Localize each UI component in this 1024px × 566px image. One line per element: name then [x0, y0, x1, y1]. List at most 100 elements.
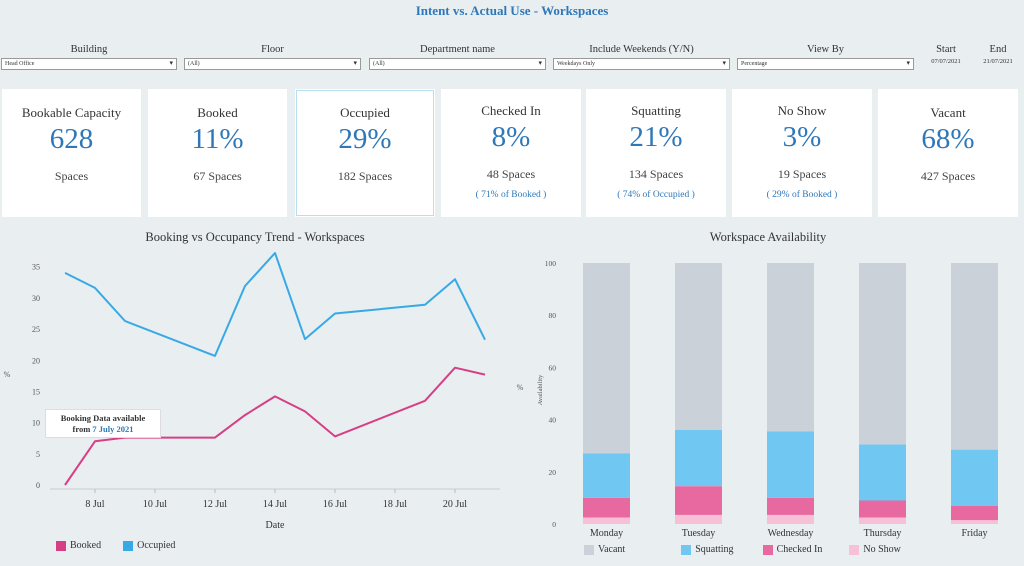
floor-select-value: (All)	[188, 61, 200, 67]
start-date[interactable]: Start 07/07/2021	[920, 44, 972, 65]
bar-segment-squatting	[583, 453, 630, 498]
chevron-down-icon[interactable]: ▾	[906, 59, 910, 67]
weekends-filter[interactable]: Include Weekends (Y/N) Weekdays Only ▾	[553, 44, 730, 70]
view-by-filter[interactable]: View By Percentage ▾	[737, 44, 914, 70]
view-by-filter-label: View By	[807, 44, 844, 55]
view-by-select-value: Percentage	[741, 61, 768, 67]
kpi-sub: 67 Spaces	[193, 169, 242, 183]
kpi-card-occupied[interactable]: Occupied 29% 182 Spaces	[295, 89, 435, 217]
chevron-down-icon[interactable]: ▾	[538, 59, 542, 67]
x-tick-label: Friday	[961, 528, 987, 539]
kpi-title: Occupied	[340, 105, 390, 120]
legend-swatch-squatting	[681, 544, 692, 555]
legend-item-checked-in[interactable]: Checked In	[762, 544, 823, 555]
chevron-down-icon[interactable]: ▾	[169, 59, 173, 67]
legend-swatch-checked-in	[762, 544, 773, 555]
annotation-line2: from 7 July 2021	[46, 424, 160, 435]
y-tick-label: 5	[36, 450, 40, 459]
building-select-value: Head Office	[5, 61, 35, 67]
y-tick-label: 60	[549, 363, 557, 372]
end-date-value[interactable]: 21/07/2021	[983, 58, 1013, 65]
trend-chart-title: Booking vs Occupancy Trend - Workspaces	[145, 230, 365, 244]
floor-select[interactable]: (All) ▾	[184, 58, 361, 70]
start-date-label: Start	[936, 44, 956, 55]
bar-segment-checked-in	[951, 505, 998, 521]
trend-legend: Booked Occupied	[56, 540, 197, 551]
end-date[interactable]: End 21/07/2021	[974, 44, 1022, 65]
weekends-filter-label: Include Weekends (Y/N)	[589, 44, 694, 55]
x-tick-label: 8 Jul	[85, 499, 104, 510]
kpi-sub: 134 Spaces	[628, 167, 684, 181]
weekends-select[interactable]: Weekdays Only ▾	[553, 58, 730, 70]
kpi-title: Bookable Capacity	[21, 105, 122, 120]
legend-label-no-show: No Show	[863, 544, 901, 555]
kpi-card-no-show[interactable]: No Show 3% 19 Spaces ( 29% of Booked )	[732, 89, 872, 217]
building-filter[interactable]: Building Head Office ▾	[1, 44, 177, 70]
annotation-date: 7 July 2021	[92, 424, 134, 434]
x-tick-label: Thursday	[864, 528, 902, 539]
start-date-value[interactable]: 07/07/2021	[931, 58, 961, 65]
y-tick-label: 20	[549, 468, 557, 477]
x-tick-label: 20 Jul	[443, 499, 467, 510]
floor-filter[interactable]: Floor (All) ▾	[184, 44, 361, 70]
trend-line-chart[interactable]: 0 5 10 15 20 25 30 35 8 Jul 10 Jul 12 Jul 14 Jul 16 …	[0, 248, 510, 548]
chevron-down-icon[interactable]: ▾	[353, 59, 357, 67]
y-tick-label: 0	[36, 481, 40, 490]
y-tick-label: 15	[32, 387, 40, 396]
kpi-card-booked[interactable]: Booked 11% 67 Spaces	[148, 89, 287, 217]
bar-segment-squatting	[675, 430, 722, 487]
legend-item-occupied[interactable]: Occupied	[123, 540, 175, 551]
y-tick-label: 25	[32, 325, 40, 334]
legend-label-checked-in: Checked In	[776, 544, 823, 555]
x-tick-label: 16 Jul	[323, 499, 347, 510]
y-tick-label: 100	[545, 259, 557, 268]
availability-legend: Vacant Squatting Checked In No Show	[584, 544, 923, 555]
series-line-booked	[64, 366, 486, 486]
view-by-select[interactable]: Percentage ▾	[737, 58, 914, 70]
y-axis-label: %	[4, 370, 11, 379]
legend-swatch-vacant	[584, 544, 594, 555]
legend-item-booked[interactable]: Booked	[56, 540, 101, 551]
bar-segment-vacant	[583, 263, 630, 454]
bar-segment-checked-in	[675, 486, 722, 515]
kpi-value: 21%	[629, 121, 683, 153]
department-select[interactable]: (All) ▾	[369, 58, 546, 70]
department-filter[interactable]: Department name (All) ▾	[369, 44, 546, 70]
kpi-card-squatting[interactable]: Squatting 21% 134 Spaces ( 74% of Occupi…	[586, 89, 726, 217]
floor-filter-label: Floor	[261, 44, 284, 55]
weekends-select-value: Weekdays Only	[557, 61, 596, 67]
bar-segment-no-show	[675, 514, 722, 524]
x-tick-label: 18 Jul	[383, 499, 407, 510]
bar-segment-checked-in	[859, 500, 906, 518]
x-tick-label: 12 Jul	[203, 499, 227, 510]
kpi-sub: 48 Spaces	[486, 167, 536, 181]
kpi-card-vacant[interactable]: Vacant 68% 427 Spaces	[878, 89, 1018, 217]
kpi-note: ( 74% of Occupied )	[617, 190, 695, 200]
kpi-title: Squatting	[631, 103, 681, 118]
legend-item-squatting[interactable]: Squatting	[681, 544, 734, 555]
availability-bar-chart[interactable]: 0 20 40 60 80 100% Availability Monday Tuesday We…	[512, 250, 1024, 540]
legend-item-no-show[interactable]: No Show	[849, 544, 901, 555]
bar-segment-no-show	[583, 517, 630, 524]
x-tick-label: Monday	[590, 528, 623, 539]
kpi-title: Checked In	[481, 103, 541, 118]
building-select[interactable]: Head Office ▾	[1, 58, 177, 70]
kpi-note: ( 29% of Booked )	[766, 190, 838, 200]
kpi-sub: 19 Spaces	[777, 167, 827, 181]
bar-segment-squatting	[859, 444, 906, 501]
legend-swatch-occupied	[123, 540, 134, 551]
kpi-title: Booked	[197, 105, 238, 120]
legend-item-vacant[interactable]: Vacant	[584, 544, 625, 555]
kpi-card-bookable-capacity[interactable]: Bookable Capacity 628 Spaces	[2, 89, 141, 217]
y-inner-label: Availability	[537, 374, 544, 405]
kpi-card-checked-in[interactable]: Checked In 8% 48 Spaces ( 71% of Booked …	[441, 89, 581, 217]
end-date-label: End	[989, 44, 1007, 55]
chevron-down-icon[interactable]: ▾	[722, 59, 726, 67]
x-tick-label: Wednesday	[768, 528, 814, 539]
bar-segment-no-show	[859, 517, 906, 524]
kpi-value: 3%	[782, 121, 822, 153]
bar-segment-checked-in	[767, 497, 814, 515]
bar-segment-squatting	[767, 431, 814, 498]
annotation-prefix: from	[72, 424, 93, 434]
kpi-value: 11%	[191, 123, 244, 155]
